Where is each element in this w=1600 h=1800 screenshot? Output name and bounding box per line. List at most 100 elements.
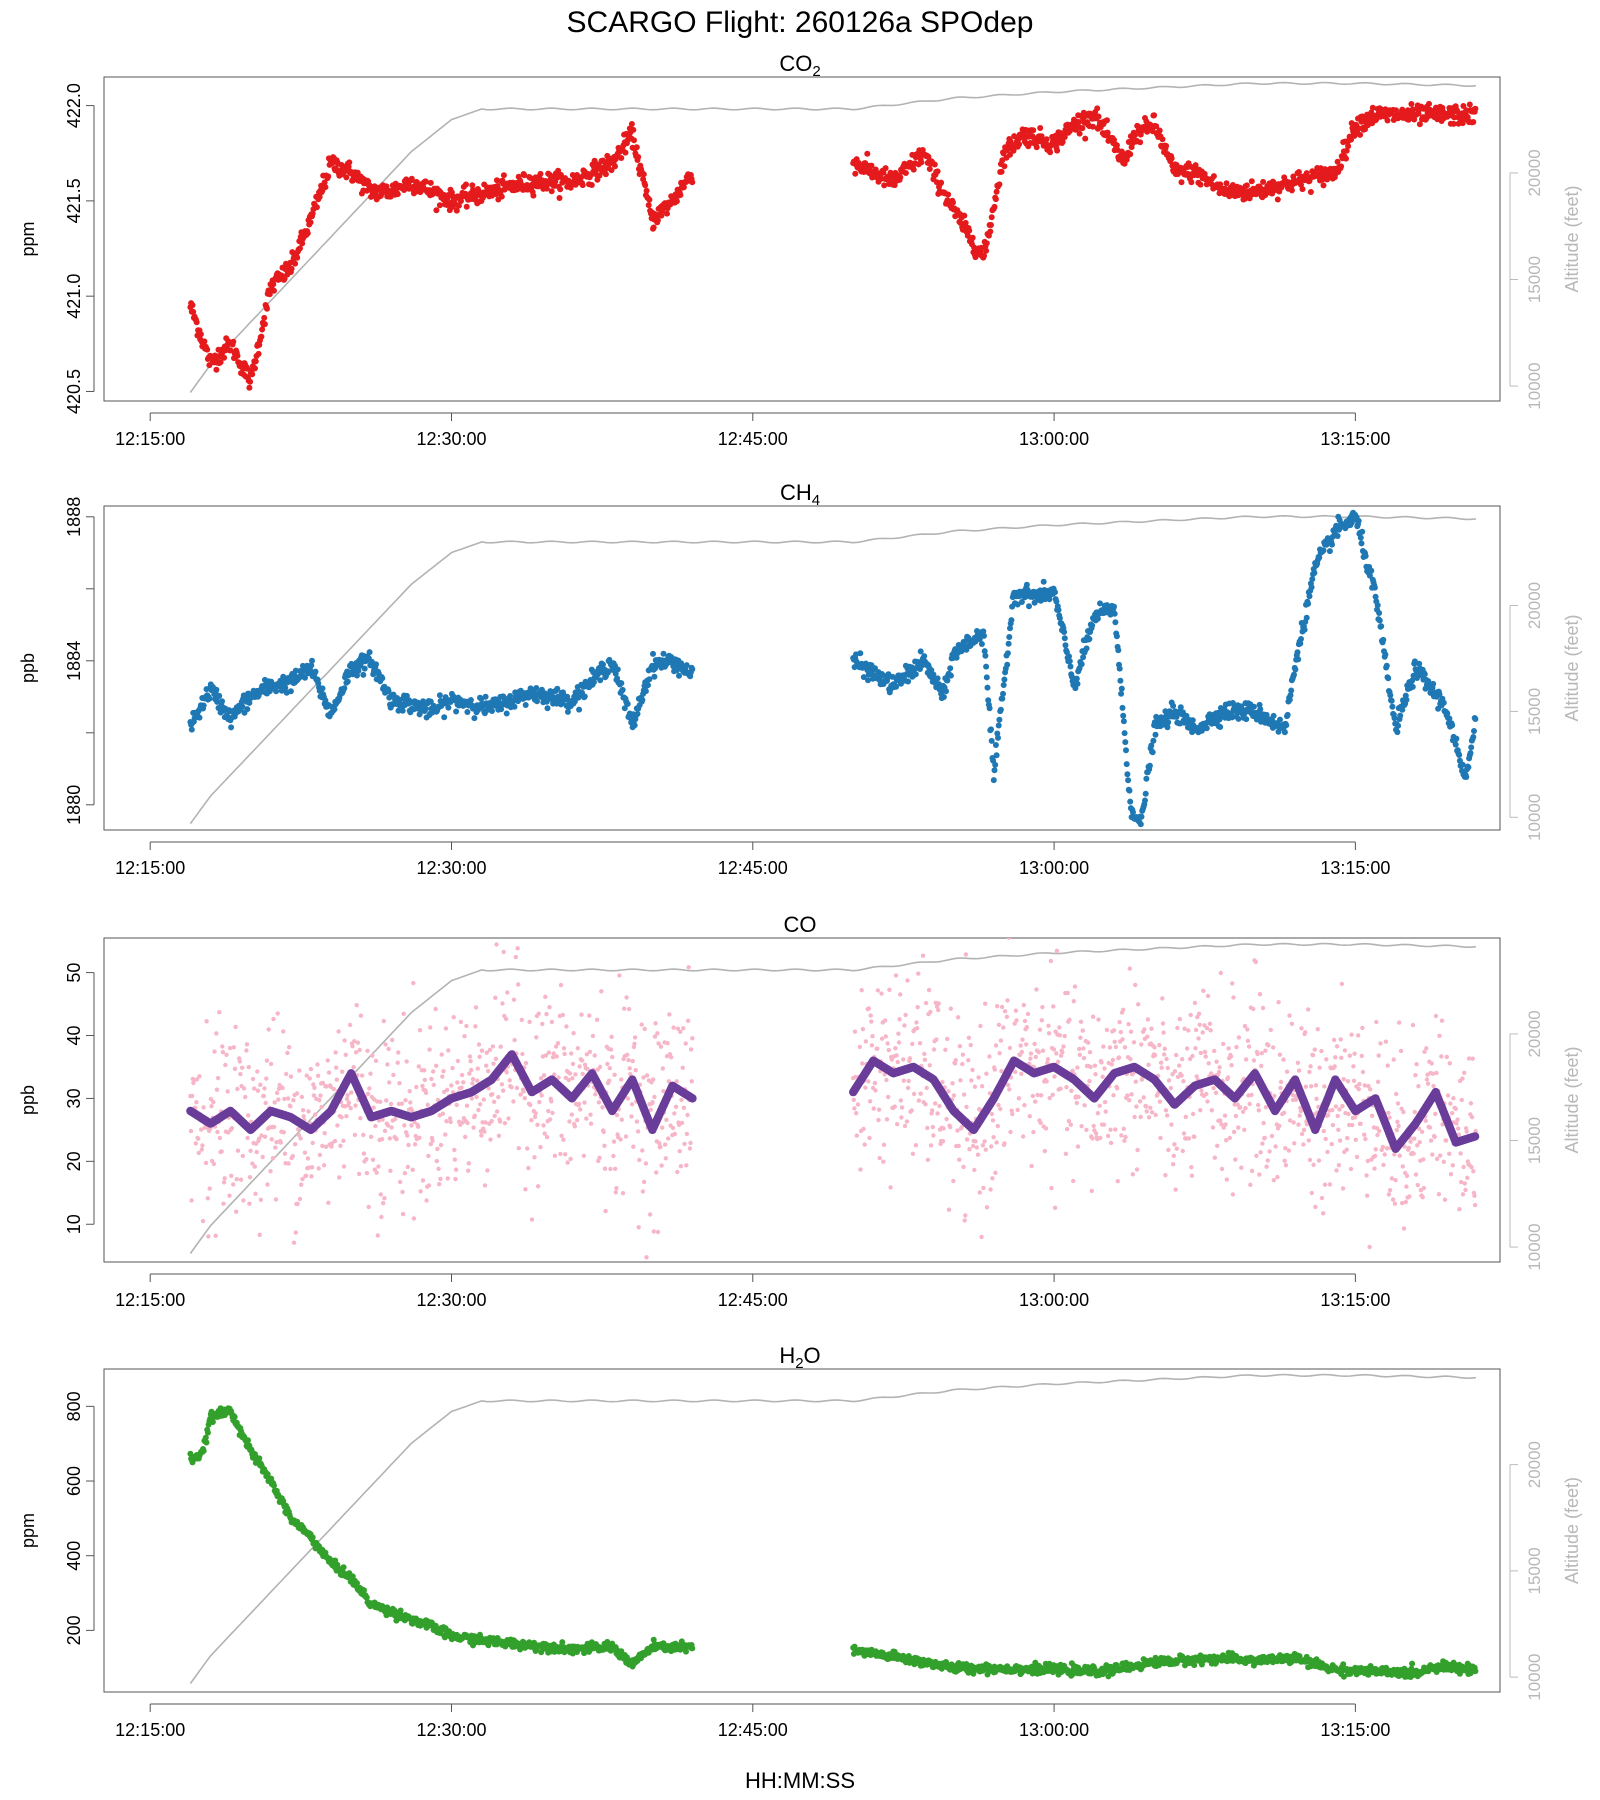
co-raw-point (626, 1006, 632, 1012)
co-raw-point (503, 1016, 509, 1022)
y2-axis-label: Altitude (feet) (1562, 185, 1582, 292)
ch4-point (1355, 517, 1362, 524)
ch4-point (872, 665, 878, 672)
co2-point (316, 193, 323, 200)
co-raw-point (370, 1157, 376, 1163)
co2-point (230, 338, 237, 345)
co2-point (556, 195, 563, 201)
co-raw-point (1034, 987, 1039, 992)
co2-point (1411, 116, 1418, 123)
ch4-point (1148, 742, 1155, 749)
ch4-point (619, 686, 626, 693)
co2-point (1450, 120, 1457, 127)
ch4-point (1357, 534, 1364, 541)
co-raw-point (578, 1107, 583, 1112)
y2-tick-label: 15000 (1525, 1117, 1544, 1164)
co2-point (1334, 158, 1341, 165)
co-raw-point (897, 1017, 902, 1022)
co-raw-point (494, 942, 499, 947)
ch4-point (1078, 661, 1085, 668)
co-raw-point (953, 1058, 958, 1063)
ch4-point (1286, 696, 1293, 703)
co-raw-point (970, 1143, 976, 1149)
co-raw-point (485, 1068, 491, 1074)
co-raw-point (990, 1176, 995, 1181)
co-raw-point (1001, 1025, 1006, 1030)
co-raw-point (560, 1012, 565, 1018)
co2-point (256, 341, 263, 348)
ch4-point (464, 709, 471, 715)
co-raw-point (861, 1126, 866, 1132)
co-raw-point (966, 1035, 972, 1041)
co-raw-point (1081, 1046, 1086, 1051)
co-raw-point (689, 1079, 694, 1084)
ch4-point (308, 662, 315, 669)
co-raw-point (274, 1090, 280, 1096)
co-raw-point (1259, 1051, 1265, 1056)
co-raw-point (898, 1098, 903, 1103)
co-raw-point (1128, 1029, 1134, 1034)
panel-title-subscript: 4 (812, 492, 820, 509)
plot-area (187, 81, 1479, 393)
co-raw-point (542, 1131, 547, 1136)
co-raw-point (866, 1006, 872, 1011)
co-raw-point (648, 1107, 653, 1113)
co-raw-point (1356, 1033, 1361, 1038)
ch4-point (1018, 599, 1025, 605)
co-raw-point (654, 1170, 659, 1175)
co-raw-point (1078, 1019, 1084, 1024)
co-raw-point (463, 1134, 468, 1140)
co-raw-point (607, 1066, 612, 1071)
x-tick-label: 12:45:00 (718, 429, 788, 449)
co-raw-point (253, 1191, 258, 1197)
co2-point (1094, 105, 1101, 112)
co-raw-point (922, 1051, 927, 1057)
co-raw-point (317, 1152, 323, 1158)
co-raw-point (886, 1094, 891, 1100)
co-raw-point (383, 1042, 388, 1047)
y2-axis-label: Altitude (feet) (1562, 614, 1582, 721)
co-raw-point (1206, 1061, 1211, 1066)
co-raw-point (343, 1052, 348, 1058)
co-raw-point (371, 1105, 376, 1110)
ch4-point (912, 671, 919, 678)
co-raw-point (1160, 996, 1165, 1001)
co-raw-point (1363, 1136, 1368, 1142)
co-raw-point (1039, 1093, 1044, 1098)
co-raw-point (273, 1145, 278, 1150)
co2-point (910, 166, 917, 173)
co-raw-point (1177, 1016, 1183, 1022)
co-raw-point (1141, 1095, 1146, 1100)
co-raw-point (686, 965, 691, 970)
ch4-point (1287, 692, 1294, 699)
ch4-point (650, 650, 656, 657)
co-raw-point (571, 1031, 576, 1036)
co-raw-point (655, 1031, 660, 1036)
co-raw-point (674, 1079, 679, 1084)
co-raw-point (215, 1129, 220, 1135)
co-raw-point (433, 1266, 437, 1270)
y2-tick-label: 15000 (1525, 256, 1544, 303)
co-raw-point (1319, 1195, 1325, 1201)
ch4-point (1250, 703, 1257, 710)
ch4-point (639, 697, 646, 703)
co-raw-point (876, 1107, 882, 1112)
figure-title: SCARGO Flight: 260126a SPOdep (567, 6, 1034, 39)
co-raw-point (869, 1043, 875, 1048)
co-raw-point (1188, 1012, 1193, 1018)
co-raw-point (235, 1148, 241, 1153)
co-raw-point (1314, 1096, 1319, 1102)
co-raw-point (1113, 1127, 1118, 1132)
co-raw-point (568, 1156, 573, 1162)
ch4-point (1283, 722, 1290, 729)
co-raw-point (1247, 1101, 1252, 1107)
co-raw-point (995, 1123, 1000, 1129)
co-raw-point (1231, 1129, 1237, 1135)
co-raw-point (1295, 1060, 1301, 1066)
co-raw-point (1293, 1097, 1299, 1102)
co2-point (1299, 186, 1306, 193)
co-raw-point (1333, 1055, 1338, 1060)
co2-point (1137, 139, 1144, 146)
ch4-point (1308, 584, 1315, 591)
co-raw-point (1204, 1025, 1210, 1031)
